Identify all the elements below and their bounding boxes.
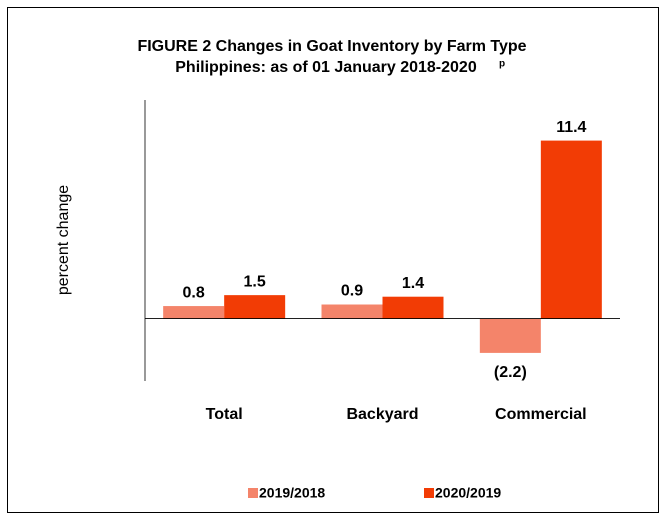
data-label: 0.8 — [183, 284, 205, 301]
data-label: 11.4 — [556, 119, 586, 136]
data-label: 1.4 — [402, 275, 424, 292]
bar — [163, 306, 225, 319]
bar — [224, 295, 286, 319]
bar — [382, 296, 444, 319]
bar — [540, 140, 602, 319]
chart-title: FIGURE 2 Changes in Goat Inventory by Fa… — [137, 38, 526, 55]
x-tick-label: Total — [206, 406, 243, 423]
data-label: (2.2) — [494, 364, 527, 381]
subtitle-superscript: p — [499, 59, 505, 70]
chart-subtitle: Philippines: as of 01 January 2018-2020 — [175, 59, 477, 76]
data-label: 1.5 — [244, 273, 266, 290]
legend-label: 2020/2019 — [435, 485, 501, 501]
bar — [321, 304, 383, 319]
legend-swatch — [248, 488, 258, 498]
data-label: 0.9 — [341, 283, 363, 300]
legend-label: 2019/2018 — [259, 485, 325, 501]
x-tick-label: Commercial — [495, 406, 587, 423]
x-tick-label: Backyard — [346, 406, 418, 423]
bar — [479, 318, 541, 353]
y-axis-label: percent change — [55, 185, 72, 295]
legend-swatch — [424, 488, 434, 498]
